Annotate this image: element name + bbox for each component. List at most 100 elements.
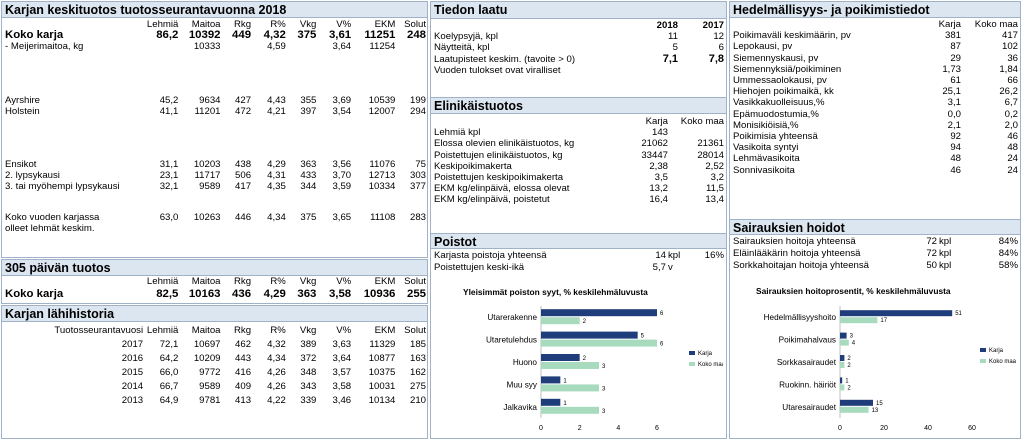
data-label: 2 — [847, 356, 851, 362]
col-header: EKM — [374, 19, 396, 30]
history-header-row: Tuotosseurantavuosi Lehmiä Maitoa Rkg R% Vkg… — [54, 325, 426, 337]
category-label: Hedelmällisyyshoito — [764, 313, 837, 322]
table-row: Koelypsyjä, kpl 11 12 — [434, 31, 724, 43]
quality-header-row: 2018 2017 — [656, 20, 724, 31]
col-header: Maitoa — [191, 19, 221, 30]
category-label: Utaretulehdus — [486, 336, 537, 345]
history-title: Karjan lähihistoria — [2, 306, 427, 322]
x-tick-label: 40 — [924, 425, 932, 432]
table-row: Ensikot 31,1 10203 438 4,29 363 3,56 11076 75 — [5, 159, 426, 171]
p305-header-row: Lehmiä Maitoa Rkg R% Vkg V% EKM Solut — [146, 276, 426, 287]
legend-swatch — [689, 362, 695, 366]
table-row: Laatupisteet keskim. (tavoite > 0) 7,1 7,8 — [434, 52, 724, 65]
table-row: Vasikoita syntyi 94 48 — [733, 142, 1018, 154]
table-row: 3. tai myöhempi lypsykausi 32,1 9589 417 4,… — [5, 181, 426, 193]
data-label: 1 — [563, 378, 567, 384]
bar-koko-maa — [541, 406, 599, 414]
data-label: 2 — [847, 385, 851, 391]
bar-karja — [840, 377, 843, 384]
table-row: 2015 66,0 9772 416 4,26 348 3,57 10375 162 — [121, 367, 426, 379]
bar-karja — [541, 354, 580, 361]
table-row: Poistettujen keskipoikimakerta 3,5 3,2 — [434, 172, 724, 184]
bar-karja — [840, 355, 845, 361]
production-header-row: Lehmiä Maitoa Rkg R% Vkg V% EKM Solut — [4, 19, 427, 30]
removal-chart: Utarerakenne 6 2 Utaretulehdus 5 6 Huono 2 3 Muu … — [486, 306, 723, 432]
data-label: 13 — [872, 408, 879, 414]
table-row: Poikimisia yhteensä 92 46 — [733, 131, 1018, 143]
category-label: Utaresairaudet — [782, 403, 836, 412]
x-tick-label: 60 — [968, 425, 976, 432]
bar-karja — [541, 398, 561, 406]
removals-title: Poistot — [431, 233, 726, 249]
removals-table: Karjasta poistoja yhteensä 14 kpl 16% Poist… — [433, 250, 725, 274]
legend-label: Karja — [989, 348, 1004, 354]
table-row: Karjasta poistoja yhteensä 14 kpl 16% — [434, 250, 724, 262]
middle-panel: Tiedon laatu 2018 2017 Koelypsyjä, kpl 11 1… — [430, 1, 727, 439]
data-label: 3 — [602, 386, 606, 392]
data-label: 6 — [660, 342, 664, 348]
x-tick-label: 0 — [539, 425, 543, 432]
disease-title: Sairauksien hoidot — [730, 219, 1020, 235]
fert-header-row: Karja Koko maa — [938, 19, 1018, 30]
table-row: Ayrshire 45,2 9634 427 4,43 355 3,69 10539 199 — [5, 94, 426, 106]
bar-karja — [840, 399, 873, 406]
data-label: 3 — [602, 364, 606, 370]
data-label: 15 — [876, 401, 883, 407]
table-row: Hiehojen poikimaikä, kk 25,1 26,2 — [733, 86, 1018, 98]
table-row: Koko karja 82,5 10163 436 4,29 363 3,58 10936 2… — [5, 288, 426, 301]
bar-karja — [840, 310, 953, 317]
table-row: Vuoden tulokset ovat viralliset — [434, 64, 561, 76]
table-row: EKM kg/elinpäivä, poistetut 16,4 13,4 — [434, 194, 724, 206]
table-row: Siemennyksiä/poikiminen 1,73 1,84 — [733, 63, 1018, 75]
category-label: Ruokinn. häiriöt — [779, 380, 837, 389]
table-row: Lepokausi, pv 87 102 — [733, 41, 1018, 53]
col-header: Lehmiä — [146, 19, 179, 30]
bar-koko-maa — [541, 384, 599, 392]
data-label: 2 — [847, 363, 851, 369]
table-row: Poikimaväli keskimäärin, pv 381 417 — [733, 30, 1018, 42]
table-row: Vasikkakuolleisuus,% 3,1 6,7 — [733, 97, 1018, 109]
col-header: Vkg — [299, 19, 317, 30]
bar-koko-maa — [840, 406, 869, 413]
disease-chart: Hedelmällisyyshoito 51 17 Poikimahalvaus 34 S… — [764, 306, 1017, 432]
disease-chart-title: Sairauksien hoitoprosentit, % keskilehmä… — [756, 286, 951, 296]
table-row: Holstein 41,1 11201 472 4,21 397 3,54 12007 294 — [5, 105, 426, 117]
quality-table: 2018 2017 Koelypsyjä, kpl 11 12 Näytteitä, … — [433, 20, 725, 76]
production-panel: Karjan keskituotos tuotosseurantavuonna … — [1, 1, 428, 258]
col-header: Solut — [404, 19, 426, 30]
category-label: Utarerakenne — [487, 313, 537, 322]
x-tick-label: 2 — [578, 425, 582, 432]
table-row: Poistettujen keski-ikä 5,7 v — [434, 262, 673, 274]
legend-label: Karja — [698, 351, 713, 357]
data-label: 1 — [563, 401, 567, 407]
table-row: - Meijerimaitoa, kg 10333 4,59 3,64 11254 — [5, 41, 396, 53]
data-label: 5 — [641, 334, 645, 340]
p305-title: 305 päivän tuotos — [2, 260, 427, 276]
life-header-row: Karja Koko maa — [645, 116, 724, 127]
fert-table: Karja Koko maa Poikimaväli keskimäärin, p… — [732, 19, 1019, 176]
table-row: Lehmävasikoita 48 24 — [733, 153, 1018, 165]
category-label: Sorkkasairaudet — [777, 358, 837, 367]
table-row: Sairauksien hoitoja yhteensä 72 kpl 84% — [733, 236, 1018, 248]
bar-karja — [541, 376, 561, 384]
data-label: 4 — [852, 341, 856, 347]
data-label: 3 — [602, 409, 606, 415]
x-tick-label: 0 — [838, 425, 842, 432]
category-label: Poikimahalvaus — [779, 336, 836, 345]
table-row: olleet lehmät keskim. — [5, 222, 95, 234]
category-label: Muu syy — [507, 380, 538, 389]
legend-swatch — [980, 348, 986, 352]
history-table: Tuotosseurantavuosi Lehmiä Maitoa Rkg R% Vkg… — [4, 324, 427, 408]
life-table: Karja Koko maa Lehmiä kpl 143 Elossa olevi… — [433, 116, 725, 206]
table-row: 2014 66,7 9589 409 4,26 343 3,58 10031 275 — [121, 381, 426, 393]
table-row: 2. lypsykausi 23,1 11717 506 4,31 433 3,70 127… — [5, 170, 426, 182]
legend-swatch — [980, 359, 986, 363]
production-title: Karjan keskituotos tuotosseurantavuonna … — [2, 2, 427, 18]
data-label: 2 — [583, 356, 587, 362]
quality-title: Tiedon laatu — [431, 2, 726, 19]
table-row: Ummessaolokausi, pv 61 66 — [733, 75, 1018, 87]
table-row: Elossa olevien elinikäistuotos, kg 21062 2… — [434, 138, 724, 150]
life-title: Elinikäistuotos — [431, 97, 726, 114]
table-row: 2016 64,2 10209 443 4,34 372 3,64 10877 163 — [121, 353, 426, 365]
table-row: Koko vuoden karjassa 63,0 10263 446 4,34 375… — [5, 211, 426, 223]
